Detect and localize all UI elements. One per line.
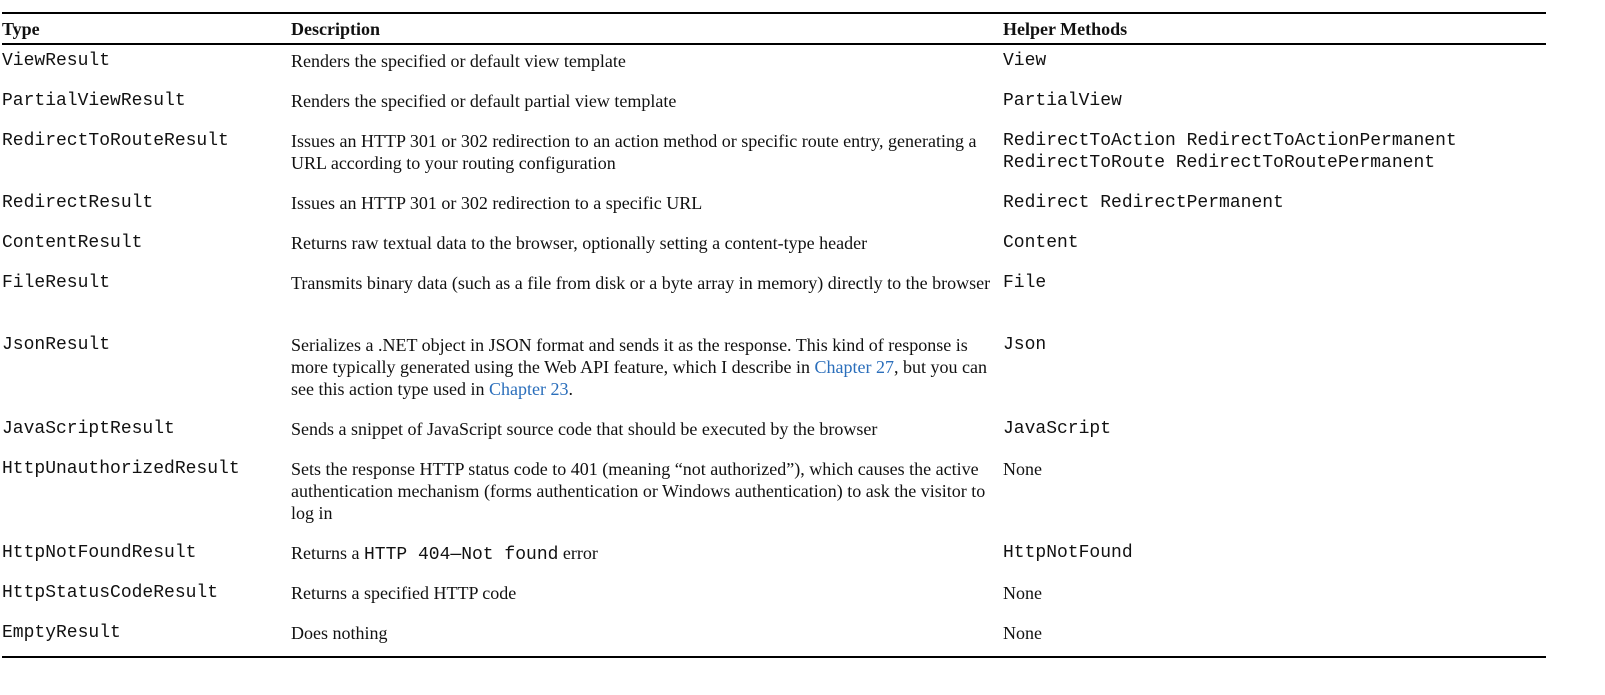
type-cell: HttpNotFoundResult — [2, 543, 197, 563]
helper-method: PartialView — [1003, 91, 1122, 111]
table-row: FileResult Transmits binary data (such a… — [2, 267, 1546, 329]
helper-methods-cell: HttpNotFound — [1003, 537, 1546, 577]
type-cell: FileResult — [2, 273, 111, 293]
helper-methods-cell: None — [1003, 583, 1042, 603]
type-cell: JavaScriptResult — [2, 419, 175, 439]
description-text: error — [558, 543, 598, 563]
table-row: HttpUnauthorizedResult Sets the response… — [2, 453, 1546, 537]
type-cell: HttpStatusCodeResult — [2, 583, 219, 603]
description-cell: Sets the response HTTP status code to 40… — [291, 459, 986, 523]
description-cell: Returns a specified HTTP code — [291, 583, 517, 603]
helper-methods-cell: None — [1003, 459, 1042, 479]
column-header-helper-methods: Helper Methods — [1003, 19, 1128, 39]
type-cell: EmptyResult — [2, 623, 121, 643]
helper-method: HttpNotFound — [1003, 543, 1133, 563]
description-cell: Returns raw textual data to the browser,… — [291, 233, 868, 253]
table-row: ContentResult Returns raw textual data t… — [2, 227, 1546, 267]
helper-method: RedirectToAction RedirectToActionPermane… — [1003, 131, 1457, 151]
helper-method: Json — [1003, 335, 1047, 355]
helper-methods-cell: Json — [1003, 329, 1546, 413]
chapter-23-link[interactable]: Chapter 23 — [488, 379, 569, 399]
table-header-row: Type Description Helper Methods — [2, 13, 1546, 44]
table-row: HttpNotFoundResult Returns a HTTP 404—No… — [2, 537, 1546, 577]
description-text: , but you can see this action type used … — [291, 357, 988, 399]
table-row: RedirectResult Issues an HTTP 301 or 302… — [2, 187, 1546, 227]
type-cell: JsonResult — [2, 335, 111, 355]
helper-methods-cell: Content — [1003, 227, 1546, 267]
table-row: JavaScriptResult Sends a snippet of Java… — [2, 413, 1546, 453]
action-result-types-table: Type Description Helper Methods ViewResu… — [2, 12, 1546, 658]
helper-method: Content — [1003, 233, 1079, 253]
type-cell: HttpUnauthorizedResult — [2, 459, 240, 479]
table-row: RedirectToRouteResult Issues an HTTP 301… — [2, 125, 1546, 187]
action-result-table-container: Type Description Helper Methods ViewResu… — [2, 12, 1546, 658]
description-cell: Sends a snippet of JavaScript source cod… — [291, 419, 878, 439]
helper-method: Redirect RedirectPermanent — [1003, 193, 1284, 213]
helper-methods-cell: None — [1003, 623, 1042, 643]
description-cell: Issues an HTTP 301 or 302 redirection to… — [291, 193, 703, 213]
description-cell: Does nothing — [291, 623, 388, 643]
inline-code: HTTP 404—Not found — [363, 545, 559, 565]
description-text: Serializes a .NET object in JSON format … — [291, 335, 968, 377]
description-cell: Transmits binary data (such as a file fr… — [291, 273, 991, 293]
table-row: HttpStatusCodeResult Returns a specified… — [2, 577, 1546, 617]
table-row: JsonResult Serializes a .NET object in J… — [2, 329, 1546, 413]
helper-methods-cell: JavaScript — [1003, 413, 1546, 453]
type-cell: ContentResult — [2, 233, 143, 253]
helper-method: JavaScript — [1003, 419, 1112, 439]
column-header-type: Type — [2, 19, 40, 39]
helper-methods-cell: PartialView — [1003, 85, 1546, 125]
table-row: ViewResult Renders the specified or defa… — [2, 44, 1546, 85]
helper-methods-cell: File — [1003, 267, 1546, 329]
type-cell: RedirectToRouteResult — [2, 131, 229, 151]
helper-method: RedirectToRoute RedirectToRoutePermanent — [1003, 153, 1436, 173]
description-text: Returns a — [291, 543, 364, 563]
helper-methods-cell: Redirect RedirectPermanent — [1003, 187, 1546, 227]
helper-method: File — [1003, 273, 1047, 293]
type-cell: RedirectResult — [2, 193, 154, 213]
table-row: PartialViewResult Renders the specified … — [2, 85, 1546, 125]
helper-methods-cell: View — [1003, 44, 1546, 85]
table-row: EmptyResult Does nothing None — [2, 617, 1546, 657]
helper-method: View — [1003, 51, 1047, 71]
description-text: . — [568, 379, 573, 399]
description-cell: Renders the specified or default partial… — [291, 91, 677, 111]
description-cell: Issues an HTTP 301 or 302 redirection to… — [291, 131, 977, 173]
type-cell: ViewResult — [2, 51, 111, 71]
type-cell: PartialViewResult — [2, 91, 186, 111]
column-header-description: Description — [291, 19, 380, 39]
description-cell: Returns a HTTP 404—Not found error — [291, 537, 1003, 577]
description-cell: Serializes a .NET object in JSON format … — [291, 329, 1003, 413]
chapter-27-link[interactable]: Chapter 27 — [814, 357, 895, 377]
helper-methods-cell: RedirectToAction RedirectToActionPermane… — [1003, 125, 1546, 187]
description-cell: Renders the specified or default view te… — [291, 51, 626, 71]
